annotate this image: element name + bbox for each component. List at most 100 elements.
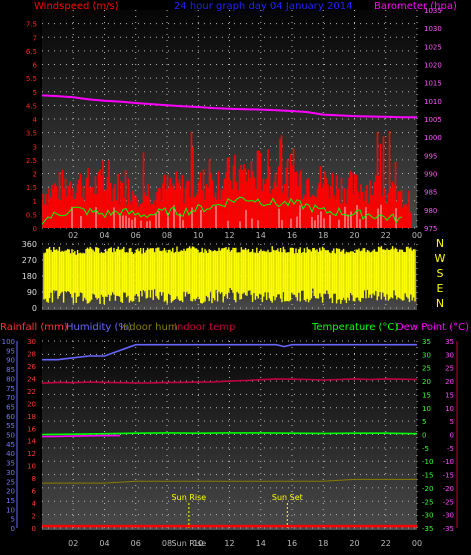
wind-average-line (41, 196, 403, 225)
x-tick: 22 (381, 231, 391, 240)
temperature-tick: 15 (422, 391, 431, 399)
temperature-tick: -10 (422, 458, 433, 466)
compass-label: N (436, 297, 444, 310)
wind-x-axis-ticks: 02 04 06 08 10 12 14 16 18 20 22 00 (68, 231, 422, 240)
indoor-temp-line (41, 378, 418, 384)
barometer-tick: 990 (424, 171, 437, 179)
direction-axis-ticks: 0 90 180 270 360 (22, 240, 37, 313)
sun-marker-label: Sun Set (272, 493, 303, 502)
compass-label: S (437, 267, 444, 280)
rainfall-tick: 22 (27, 388, 36, 396)
barometer-tick: 975 (424, 225, 437, 233)
x-tick: 16 (287, 231, 297, 240)
dew-point-tick: 10 (445, 405, 454, 413)
x-tick: 12 (224, 539, 234, 548)
rainfall-tick: 6 (32, 488, 37, 496)
dew-point-tick: -30 (443, 512, 454, 520)
dew-point-axis-label: Dew Point (°C) (396, 322, 469, 333)
x-tick: 14 (256, 231, 266, 240)
barometer-tick: 1025 (424, 43, 442, 51)
x-tick: Sun Rise (172, 539, 207, 548)
x-tick: 02 (68, 539, 78, 548)
temperature-tick: -30 (422, 512, 433, 520)
indoor-hum-label: Indoor hum (120, 322, 178, 333)
indoor-hum-line (42, 478, 417, 484)
x-tick: 04 (99, 539, 109, 548)
barometer-tick: 1010 (424, 98, 442, 106)
humidity-tick: 95 (6, 347, 15, 355)
dew-point-tick: -35 (443, 525, 454, 533)
rainfall-tick: 12 (27, 450, 36, 458)
x-tick: 06 (131, 539, 141, 548)
direction-tick: 0 (32, 304, 37, 313)
dew-point-line (41, 434, 121, 438)
x-tick: 18 (318, 539, 328, 548)
barometer-series (41, 94, 417, 119)
compass-label: E (437, 282, 444, 295)
temperature-tick: -25 (422, 498, 433, 506)
rainfall-tick: 28 (27, 350, 36, 358)
barometer-tick: 1015 (424, 80, 442, 88)
dew-point-tick: 0 (450, 432, 454, 440)
x-tick: 00 (412, 539, 422, 548)
barometer-tick: 1000 (424, 134, 442, 142)
wind-average-series (41, 196, 403, 225)
windspeed-tick: 0 (33, 225, 37, 233)
dew-point-tick: -10 (443, 458, 454, 466)
humidity-tick: 40 (6, 450, 15, 458)
rainfall-tick: 16 (27, 425, 36, 433)
dew-point-tick: 25 (445, 365, 454, 373)
windspeed-tick: 5 (33, 89, 37, 97)
wind-direction-series (43, 246, 416, 305)
temperature-line (41, 432, 418, 436)
temp-panel-grid (42, 340, 418, 529)
windspeed-axis-label: Windspeed (m/s) (34, 1, 119, 12)
temperature-tick: -15 (422, 472, 433, 480)
temperature-tick: -5 (422, 445, 429, 453)
x-tick: 00 (412, 231, 422, 240)
indoor-temp-label: Indoor temp (174, 322, 235, 333)
temperature-tick: 30 (422, 351, 431, 359)
windspeed-tick: 5.5 (26, 75, 37, 83)
temperature-tick: 20 (422, 378, 431, 386)
compass-label: W (435, 252, 446, 265)
humidity-tick: 35 (6, 460, 15, 468)
dew-point-tick: -15 (443, 472, 454, 480)
humidity-tick: 90 (6, 357, 15, 365)
dew-point-tick: 20 (445, 378, 454, 386)
x-tick: 22 (381, 539, 391, 548)
humidity-tick: 75 (6, 385, 15, 393)
rainfall-tick: 30 (27, 338, 36, 346)
direction-tick: 270 (22, 256, 37, 265)
humidity-tick: 85 (6, 366, 15, 374)
barometer-line (41, 94, 417, 119)
rainfall-tick: 26 (27, 363, 36, 371)
barometer-tick: 995 (424, 152, 437, 160)
humidity-tick: 0 (11, 525, 15, 533)
dew-point-tick: 35 (445, 338, 454, 346)
x-tick: 08 (162, 539, 172, 548)
temperature-tick: 5 (422, 418, 426, 426)
humidity-tick: 70 (6, 394, 15, 402)
barometer-tick: 985 (424, 189, 437, 197)
dew-point-tick: -25 (443, 498, 454, 506)
barometer-tick: 980 (424, 207, 437, 215)
temp-series (41, 343, 418, 528)
temperature-tick: 10 (422, 405, 431, 413)
rainfall-tick: 24 (27, 375, 36, 383)
humidity-tick: 45 (6, 441, 15, 449)
rainfall-axis-label: Rainfall (mm) (0, 322, 68, 333)
windspeed-tick: 1.5 (26, 184, 37, 192)
x-tick: 04 (99, 231, 109, 240)
x-tick: 10 (193, 231, 203, 240)
barometer-tick: 1030 (424, 25, 442, 33)
temperature-tick: -20 (422, 485, 433, 493)
rainfall-tick: 8 (32, 475, 36, 483)
windspeed-tick: 7.5 (26, 21, 37, 29)
x-tick: 16 (287, 539, 297, 548)
humidity-line (42, 343, 417, 361)
x-tick: 08 (162, 231, 172, 240)
humidity-tick: 5 (11, 516, 15, 524)
windspeed-tick: 4 (33, 116, 38, 124)
